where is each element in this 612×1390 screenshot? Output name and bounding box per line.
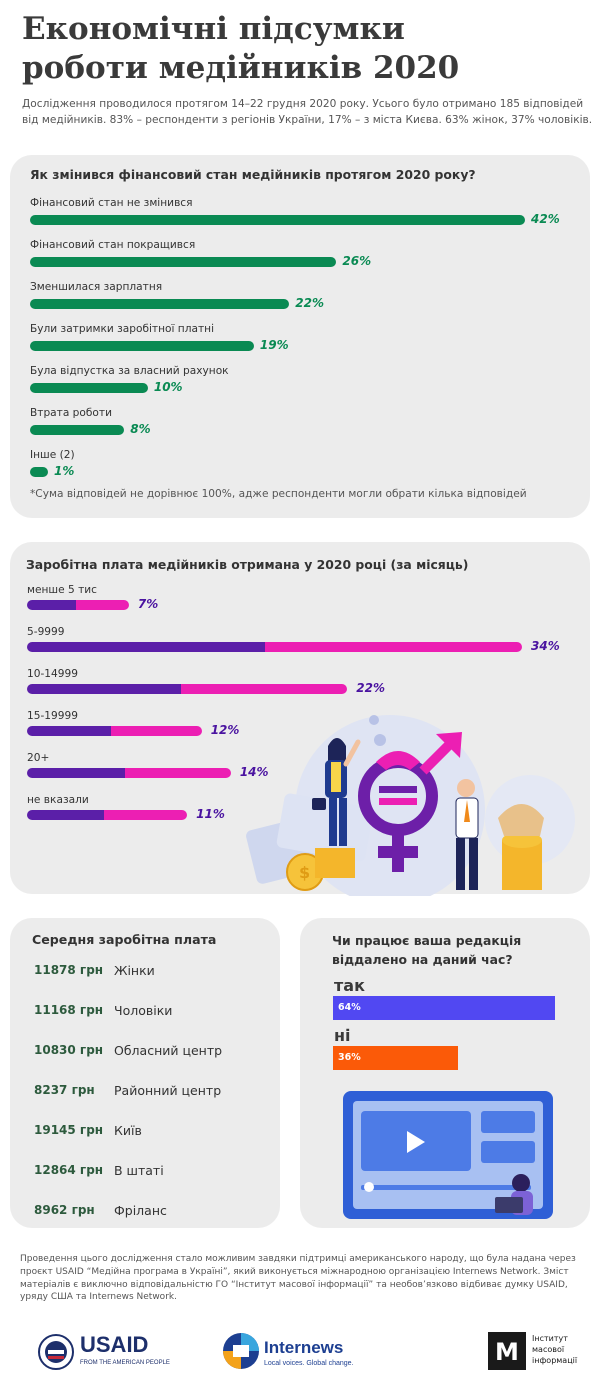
bar-label: 10-14999 xyxy=(27,668,79,680)
bar xyxy=(30,425,125,435)
bar-label: Була відпустка за власний рахунок xyxy=(30,365,229,377)
value-label: 12% xyxy=(210,723,240,737)
salary-value: 11878 грн xyxy=(34,963,104,977)
bar xyxy=(27,684,348,694)
salary-value: 19145 грн xyxy=(34,1123,104,1137)
value-label: 19% xyxy=(259,338,289,352)
value-label: 34% xyxy=(531,639,560,653)
bar xyxy=(30,341,254,351)
value-label: 11% xyxy=(196,807,225,821)
bar xyxy=(27,768,231,778)
value-label: 10% xyxy=(153,380,183,394)
bar xyxy=(30,467,48,477)
bar-label: не вказали xyxy=(27,794,89,806)
financial-state-panel xyxy=(10,155,590,518)
usaid-seal-icon xyxy=(38,1334,74,1370)
salary-label: В штаті xyxy=(114,1163,164,1178)
remote-work-title: Чи працює ваша редакція віддалено на дан… xyxy=(332,933,522,967)
gender-equality-illustration: $ xyxy=(246,715,575,896)
salary-label: Обласний центр xyxy=(114,1043,223,1058)
financial-state-footnote: *Сума відповідей не дорівнює 100%, адже … xyxy=(30,488,527,500)
bar-label: 5-9999 xyxy=(27,626,65,638)
title-line-1: Економічні підсумки xyxy=(22,11,405,47)
bar-segment xyxy=(75,600,129,610)
value-label: 22% xyxy=(295,296,325,310)
bar-segment xyxy=(27,768,125,778)
value-label: 7% xyxy=(137,597,159,611)
imi-logo: М Інститут масової інформації xyxy=(488,1332,588,1374)
bar-segment xyxy=(180,684,348,694)
value-label: 42% xyxy=(531,212,560,226)
title-line-2: роботи медійників 2020 xyxy=(22,50,460,86)
value-label: 22% xyxy=(356,681,386,695)
imi-name-line-1: Інститут xyxy=(532,1334,568,1343)
bar-segment xyxy=(110,726,202,736)
value-label: 14% xyxy=(239,765,269,779)
bar-segment xyxy=(27,684,181,694)
bar xyxy=(27,642,522,652)
bar xyxy=(27,600,129,610)
bar-label: менше 5 тис xyxy=(27,584,98,596)
internews-tagline: Local voices. Global change. xyxy=(264,1360,354,1367)
bar xyxy=(30,257,337,267)
value-label: 8% xyxy=(130,422,151,436)
bar-label: Втрата роботи xyxy=(30,407,112,419)
bar-label: Були затримки заробітної платні xyxy=(30,323,215,335)
bar-label: Інше (2) xyxy=(30,449,75,461)
usaid-logo: USAID FROM THE AMERICAN PEOPLE xyxy=(38,1332,170,1374)
imi-mark-icon: М xyxy=(488,1332,526,1370)
financial-state-title: Як змінився фінансовий стан медійників п… xyxy=(30,167,476,182)
salary-label: Київ xyxy=(114,1123,142,1138)
bar xyxy=(27,726,202,736)
bar-segment xyxy=(27,726,111,736)
page-title: Економічні підсумки роботи медійників 20… xyxy=(22,10,592,88)
remote-category-label: ні xyxy=(334,1026,351,1045)
bar-label: Фінансовий стан покращився xyxy=(30,239,196,251)
average-salary-panel xyxy=(10,918,280,1228)
imi-name-line-3: інформації xyxy=(532,1356,578,1365)
salary-value: 12864 грн xyxy=(34,1163,104,1177)
internews-mark-icon xyxy=(223,1333,259,1369)
salary-label: Фріланс xyxy=(114,1203,167,1218)
value-label: 1% xyxy=(54,464,75,478)
bar xyxy=(27,810,188,820)
bar xyxy=(30,215,525,225)
average-salary-title: Середня заробітна плата xyxy=(32,932,217,947)
salary-range-title: Заробітна плата медійників отримана у 20… xyxy=(26,557,469,572)
salary-label: Чоловіки xyxy=(114,1003,173,1018)
salary-value: 8237 грн xyxy=(34,1083,95,1097)
bar-label: 15-19999 xyxy=(27,710,79,722)
salary-value: 10830 грн xyxy=(34,1043,104,1057)
bar-segment xyxy=(124,768,231,778)
bar-segment xyxy=(27,642,265,652)
bar-label: Зменшилася зарплатня xyxy=(30,281,163,293)
bar xyxy=(30,299,290,309)
value-label: 26% xyxy=(342,254,372,268)
bar-segment xyxy=(264,642,522,652)
bar-segment xyxy=(27,600,76,610)
internews-wordmark: Internews xyxy=(264,1338,344,1357)
usaid-tagline: FROM THE AMERICAN PEOPLE xyxy=(80,1360,170,1366)
bar-label: Фінансовий стан не змінився xyxy=(30,197,193,209)
laptop-illustration xyxy=(343,1091,553,1219)
bar: 36% xyxy=(333,1046,458,1070)
salary-label: Районний центр xyxy=(114,1083,222,1098)
salary-label: Жінки xyxy=(114,963,155,978)
svg-text:$: $ xyxy=(299,863,310,882)
bar-segment xyxy=(27,810,104,820)
salary-value: 11168 грн xyxy=(34,1003,104,1017)
intro-text: Дослідження проводилося протягом 14–22 г… xyxy=(22,98,593,126)
remote-category-label: так xyxy=(334,976,365,995)
bar-segment xyxy=(103,810,188,820)
credits-text: Проведення цього дослідження стало можли… xyxy=(20,1254,576,1303)
bar: 64% xyxy=(333,996,555,1020)
imi-name-line-2: масової xyxy=(532,1345,565,1354)
usaid-wordmark: USAID xyxy=(80,1332,149,1357)
bar-label: 20+ xyxy=(27,752,50,764)
salary-value: 8962 грн xyxy=(34,1203,95,1217)
internews-logo: Internews Local voices. Global change. xyxy=(222,1332,372,1374)
bar xyxy=(30,383,148,393)
